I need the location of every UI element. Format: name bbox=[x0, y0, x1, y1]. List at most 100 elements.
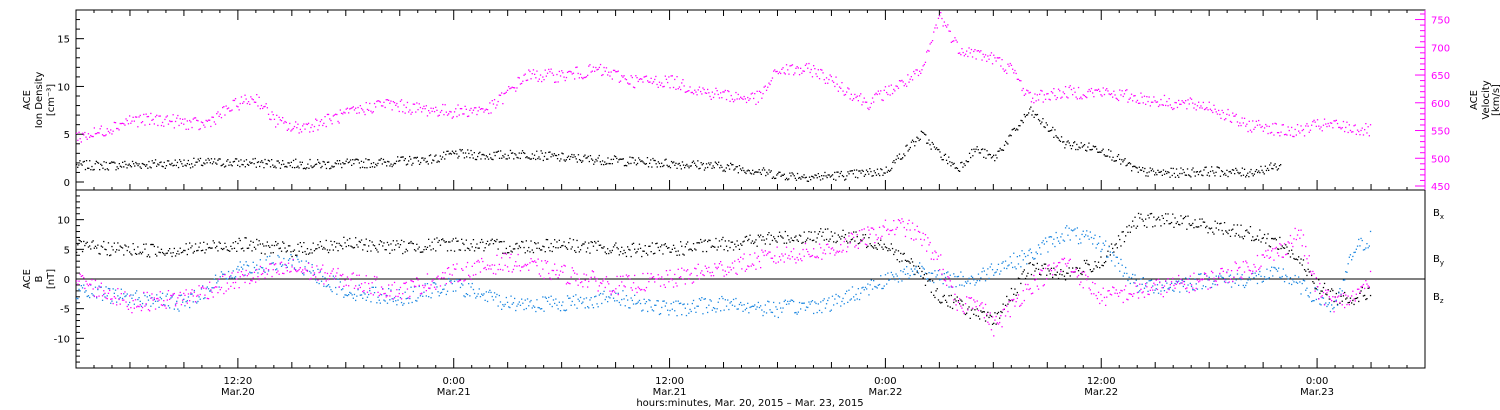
bx-point bbox=[1133, 225, 1135, 227]
density-tick-label: 10 bbox=[57, 82, 70, 93]
density-point bbox=[223, 166, 226, 168]
bz-point bbox=[309, 278, 311, 281]
bx-point bbox=[642, 250, 644, 252]
velocity-point bbox=[104, 135, 106, 137]
by-point bbox=[91, 293, 93, 295]
density-point bbox=[353, 163, 355, 165]
by-point bbox=[611, 290, 613, 292]
by-point bbox=[541, 308, 543, 310]
by-point bbox=[326, 285, 329, 287]
velocity-point bbox=[997, 57, 1000, 59]
bx-point bbox=[921, 270, 923, 273]
bx-point bbox=[898, 261, 901, 263]
velocity-point bbox=[1299, 132, 1301, 134]
velocity-point bbox=[634, 87, 636, 89]
velocity-point bbox=[750, 93, 752, 95]
density-point bbox=[1260, 165, 1262, 168]
density-point bbox=[194, 164, 196, 166]
density-point bbox=[592, 159, 594, 161]
bx-point bbox=[1189, 224, 1191, 227]
velocity-point bbox=[1274, 122, 1276, 124]
by-point bbox=[753, 305, 755, 307]
bx-point bbox=[1230, 229, 1233, 231]
by-point bbox=[306, 269, 309, 272]
density-point bbox=[272, 164, 274, 166]
velocity-point bbox=[291, 129, 293, 131]
density-point bbox=[1278, 165, 1281, 167]
velocity-point bbox=[396, 102, 398, 105]
legend-bz: Bz bbox=[1433, 292, 1444, 305]
velocity-point bbox=[822, 72, 824, 74]
velocity-point bbox=[511, 86, 513, 88]
density-point bbox=[370, 162, 372, 165]
bx-point bbox=[94, 245, 97, 247]
by-point bbox=[891, 274, 894, 276]
bx-point bbox=[253, 246, 256, 248]
by-point bbox=[836, 302, 838, 305]
density-point bbox=[516, 156, 518, 159]
by-point bbox=[861, 287, 863, 289]
velocity-point bbox=[841, 82, 843, 84]
velocity-point bbox=[1335, 119, 1337, 121]
by-point bbox=[1062, 239, 1064, 241]
velocity-point bbox=[103, 135, 105, 137]
by-point bbox=[677, 300, 679, 302]
by-point bbox=[1141, 283, 1143, 285]
by-point bbox=[1189, 282, 1191, 285]
by-point bbox=[962, 275, 964, 278]
density-point bbox=[103, 161, 105, 163]
legend-bx-sub: x bbox=[1440, 213, 1444, 221]
density-point bbox=[502, 155, 504, 157]
bz-point bbox=[237, 271, 239, 273]
bz-point bbox=[96, 296, 98, 298]
velocity-tick-label: 600 bbox=[1431, 99, 1450, 110]
by-point bbox=[603, 290, 605, 292]
bx-point bbox=[198, 246, 200, 248]
velocity-point bbox=[100, 125, 102, 127]
by-point bbox=[380, 294, 383, 296]
bx-point bbox=[916, 271, 918, 273]
velocity-point bbox=[1358, 130, 1360, 133]
bx-point bbox=[800, 235, 802, 237]
bx-point bbox=[287, 245, 290, 247]
velocity-point bbox=[645, 75, 648, 77]
by-point bbox=[1106, 256, 1108, 258]
bx-point bbox=[398, 246, 400, 248]
by-point bbox=[585, 297, 588, 299]
by-point bbox=[575, 294, 577, 296]
bx-point bbox=[1008, 299, 1010, 301]
bx-point bbox=[627, 246, 629, 248]
by-point bbox=[663, 300, 665, 302]
bx-point bbox=[948, 295, 950, 297]
velocity-point bbox=[541, 80, 543, 83]
by-point bbox=[316, 281, 318, 284]
bx-point bbox=[723, 249, 725, 251]
bx-point bbox=[840, 238, 842, 240]
density-point bbox=[417, 160, 420, 162]
density-point bbox=[423, 159, 425, 161]
by-point bbox=[1181, 279, 1183, 281]
density-point bbox=[885, 166, 887, 168]
bx-point bbox=[638, 243, 641, 245]
velocity-point bbox=[1044, 98, 1047, 100]
by-point bbox=[1333, 306, 1335, 309]
density-point bbox=[975, 148, 977, 150]
by-point bbox=[703, 298, 705, 300]
bx-point bbox=[1298, 256, 1300, 258]
velocity-point bbox=[1262, 130, 1264, 132]
density-point bbox=[1093, 146, 1096, 148]
velocity-point bbox=[790, 64, 792, 67]
density-point bbox=[432, 159, 434, 161]
velocity-point bbox=[302, 125, 304, 127]
bx-point bbox=[378, 243, 380, 246]
bx-point bbox=[530, 240, 532, 242]
velocity-point bbox=[635, 75, 637, 77]
by-point bbox=[1194, 278, 1196, 280]
by-point bbox=[391, 298, 393, 300]
velocity-point bbox=[1253, 128, 1255, 130]
by-point bbox=[169, 307, 171, 309]
density-point bbox=[1240, 175, 1242, 177]
by-point bbox=[483, 293, 485, 295]
density-point bbox=[445, 153, 447, 156]
bx-point bbox=[991, 323, 994, 325]
